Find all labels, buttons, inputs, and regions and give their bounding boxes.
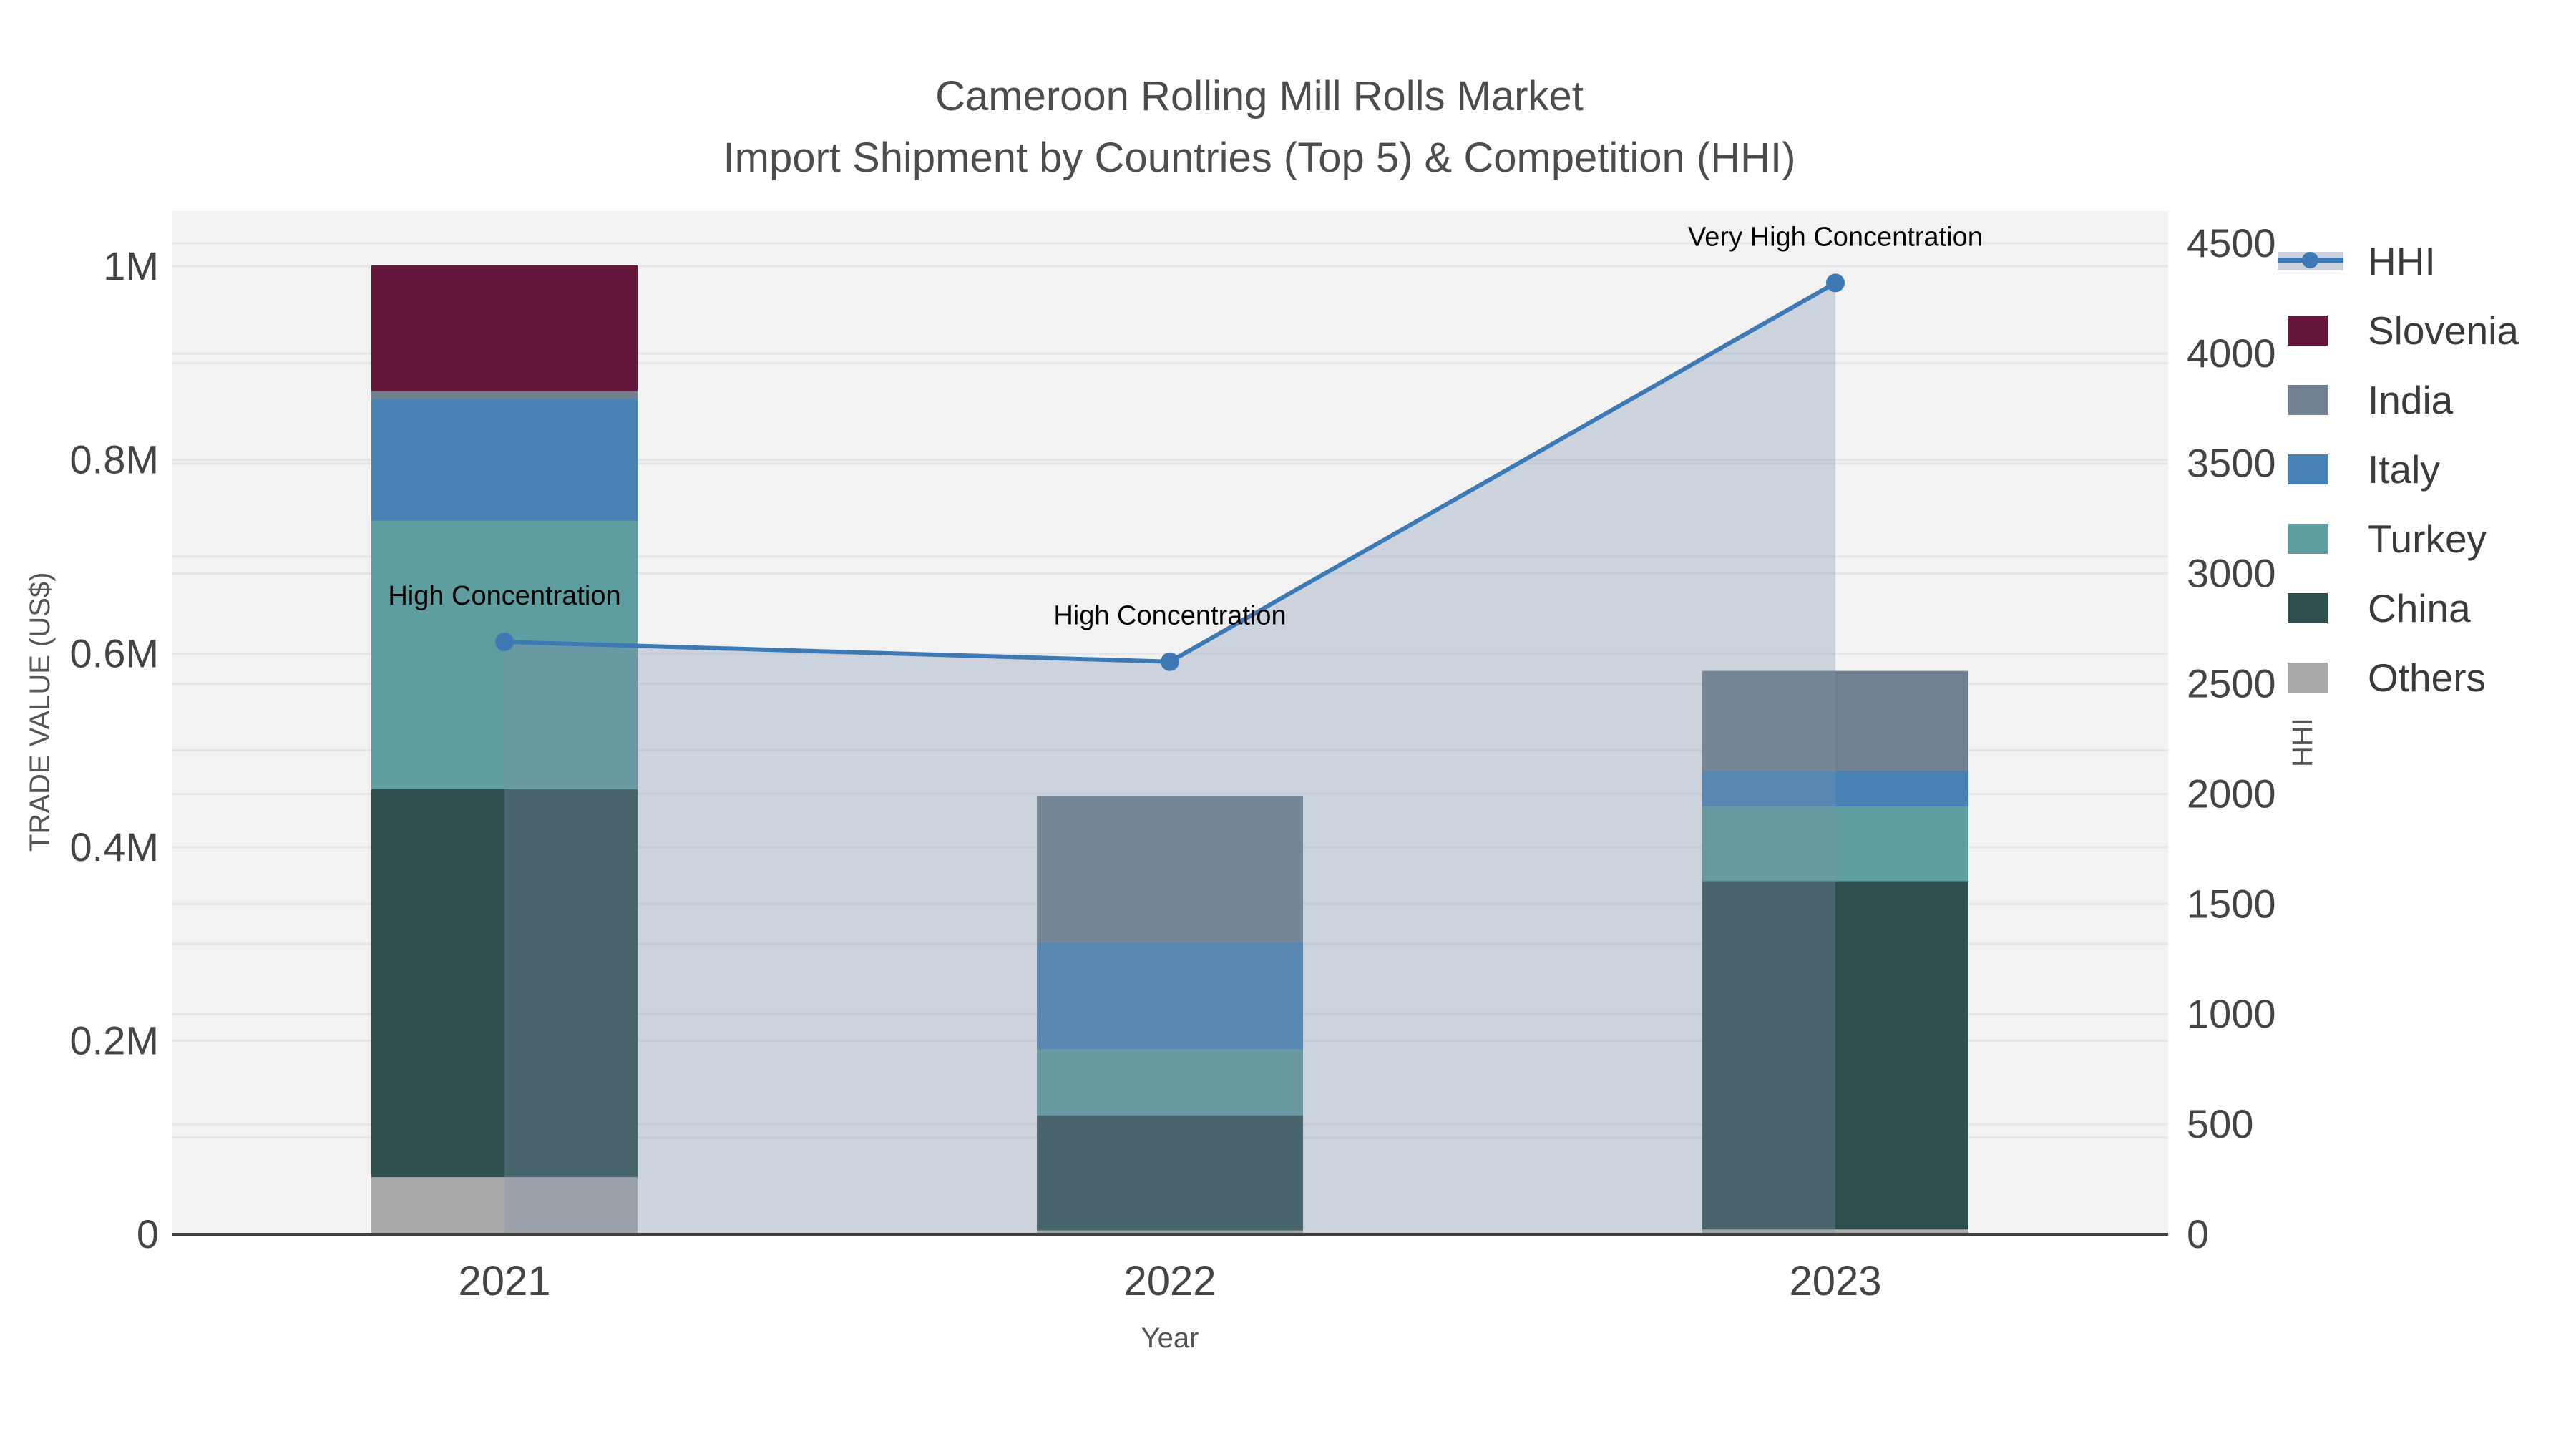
legend-label-others: Others xyxy=(2368,655,2487,700)
hhi-fill-area xyxy=(504,283,1835,1234)
legend-label-hhi: HHI xyxy=(2368,238,2436,283)
bar-segment-2022-italy[interactable] xyxy=(1037,942,1303,1050)
y-left-tick-label: 0.6M xyxy=(70,630,160,675)
y-right-tick-label: 4000 xyxy=(2187,331,2276,376)
y-right-tick-label: 1000 xyxy=(2187,991,2276,1036)
right-axis-title: HHI xyxy=(2287,718,2318,767)
bar-segment-2021-india[interactable] xyxy=(371,391,638,399)
left-axis-title: TRADE VALUE (US$) xyxy=(24,572,56,852)
hhi-marker-2021[interactable] xyxy=(495,633,514,652)
legend-item-others[interactable]: Others xyxy=(2278,643,2519,712)
hhi-marker-2023[interactable] xyxy=(1826,273,1845,293)
hhi-line-icon xyxy=(2278,250,2343,272)
india-swatch-icon xyxy=(2288,384,2328,415)
y-right-tick-label: 500 xyxy=(2187,1101,2253,1146)
slovenia-swatch-icon xyxy=(2288,315,2328,346)
legend-label-india: India xyxy=(2368,377,2454,422)
legend-label-italy: Italy xyxy=(2368,447,2440,492)
bar-segment-2022-india[interactable] xyxy=(1037,796,1303,942)
chart-title-line1: Cameroon Rolling Mill Rolls Market xyxy=(935,73,1584,119)
y-left-tick-label: 0.8M xyxy=(70,437,160,482)
china-swatch-icon xyxy=(2288,592,2328,623)
legend-item-china[interactable]: China xyxy=(2278,573,2519,643)
bar-segment-2023-india[interactable] xyxy=(1702,670,1968,771)
annotation-text: High Concentration xyxy=(1053,601,1286,631)
bar-segment-2021-italy[interactable] xyxy=(371,399,638,521)
bar-segment-2022-china[interactable] xyxy=(1037,1115,1303,1231)
bar-segment-2021-slovenia[interactable] xyxy=(371,265,638,391)
legend: HHI Slovenia India Italy Turkey China Ot… xyxy=(2278,226,2519,712)
legend-item-slovenia[interactable]: Slovenia xyxy=(2278,296,2519,365)
legend-item-india[interactable]: India xyxy=(2278,365,2519,434)
y-right-tick-label: 2500 xyxy=(2187,661,2276,706)
x-tick-label: 2023 xyxy=(1789,1258,1881,1304)
hhi-marker-2022[interactable] xyxy=(1161,652,1179,671)
bar-segment-2023-china[interactable] xyxy=(1702,881,1968,1230)
legend-item-italy[interactable]: Italy xyxy=(2278,434,2519,504)
others-swatch-icon xyxy=(2288,662,2328,693)
y-right-tick-label: 4500 xyxy=(2187,220,2276,265)
y-left-tick-label: 1M xyxy=(103,243,159,288)
turkey-swatch-icon xyxy=(2288,523,2328,554)
y-right-tick-label: 0 xyxy=(2187,1211,2209,1257)
bar-segment-2021-china[interactable] xyxy=(371,789,638,1178)
bar-segment-2023-others[interactable] xyxy=(1702,1229,1968,1234)
legend-label-turkey: Turkey xyxy=(2368,516,2487,561)
chart-title: Cameroon Rolling Mill Rolls Market Impor… xyxy=(0,66,2519,189)
legend-item-turkey[interactable]: Turkey xyxy=(2278,504,2519,573)
bar-segment-2022-turkey[interactable] xyxy=(1037,1049,1303,1116)
chart-title-line2: Import Shipment by Countries (Top 5) & C… xyxy=(723,135,1796,181)
y-left-tick-label: 0.4M xyxy=(70,824,160,869)
legend-label-slovenia: Slovenia xyxy=(2368,308,2519,353)
annotation-text: High Concentration xyxy=(388,581,620,611)
y-right-tick-label: 2000 xyxy=(2187,771,2276,816)
y-left-tick-label: 0 xyxy=(137,1211,159,1257)
legend-label-china: China xyxy=(2368,585,2471,630)
bar-segment-2021-others[interactable] xyxy=(371,1177,638,1234)
y-right-tick-label: 1500 xyxy=(2187,881,2276,926)
italy-swatch-icon xyxy=(2288,454,2328,484)
y-left-tick-label: 0.2M xyxy=(70,1018,160,1063)
y-right-tick-label: 3500 xyxy=(2187,441,2276,486)
annotation-text: Very High Concentration xyxy=(1688,222,1983,252)
bar-segment-2021-turkey[interactable] xyxy=(371,520,638,789)
y-right-tick-label: 3000 xyxy=(2187,551,2276,596)
bar-segment-2023-turkey[interactable] xyxy=(1702,806,1968,882)
legend-item-hhi[interactable]: HHI xyxy=(2278,226,2519,296)
bar-segment-2022-others[interactable] xyxy=(1037,1230,1303,1234)
bar-segment-2023-italy[interactable] xyxy=(1702,770,1968,807)
x-tick-label: 2021 xyxy=(458,1258,550,1304)
x-axis-title: Year xyxy=(1141,1322,1199,1354)
x-tick-label: 2022 xyxy=(1123,1258,1216,1304)
